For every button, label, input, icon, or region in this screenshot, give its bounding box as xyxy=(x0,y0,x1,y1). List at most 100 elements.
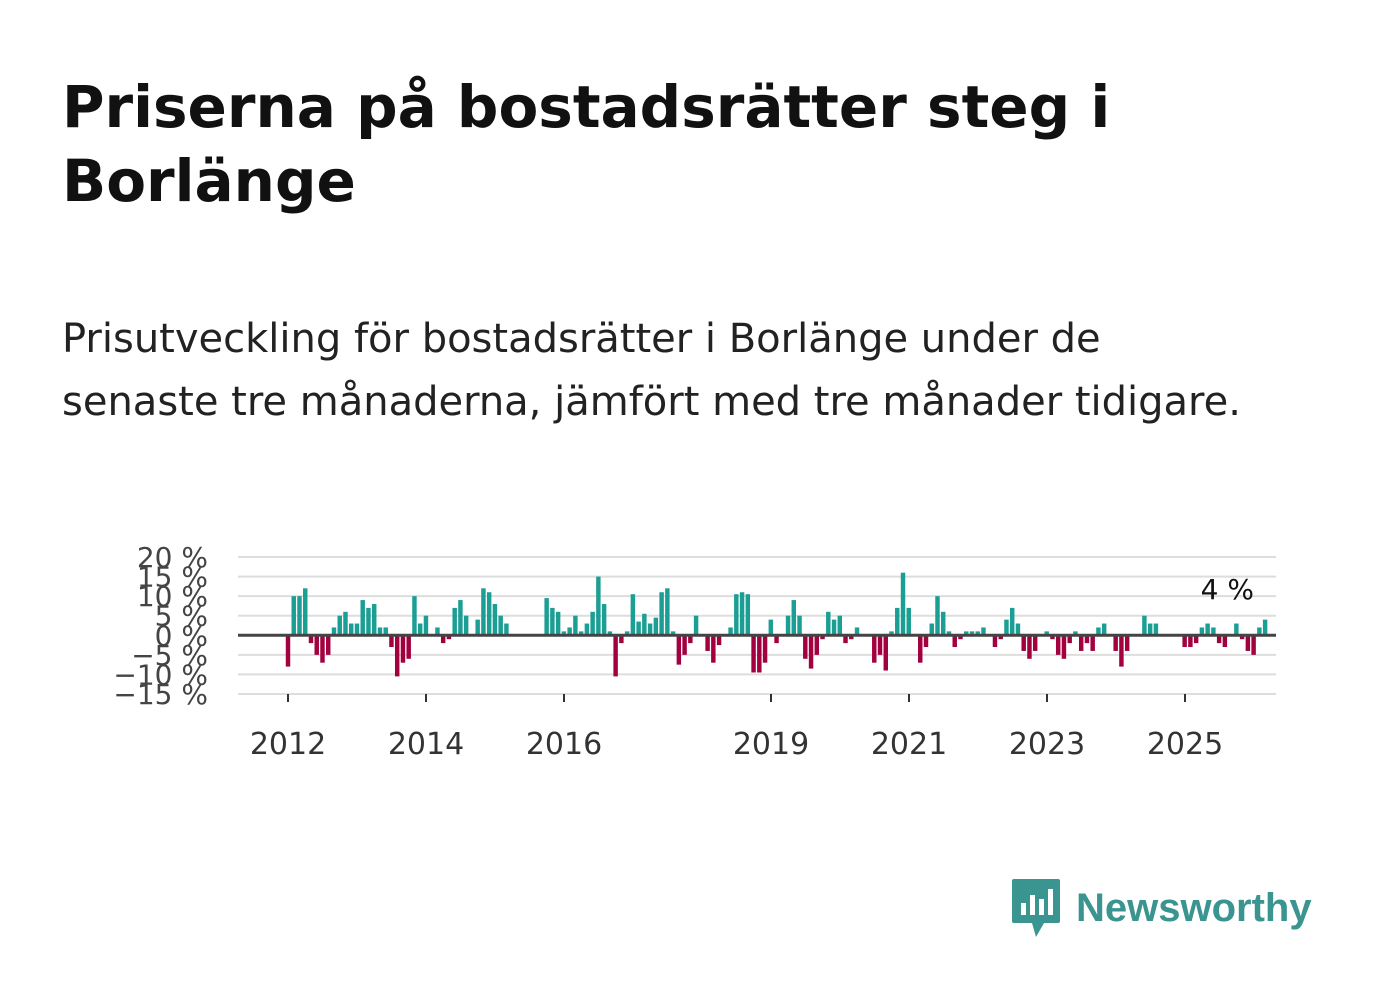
bar xyxy=(843,635,848,644)
bar xyxy=(1090,635,1095,651)
bar xyxy=(1101,623,1107,636)
bar xyxy=(412,596,417,636)
bar xyxy=(1234,623,1239,636)
bar xyxy=(688,635,693,644)
bar xyxy=(820,635,825,640)
bar xyxy=(550,607,555,636)
bar xyxy=(969,631,975,636)
bar xyxy=(452,607,457,636)
bar xyxy=(1084,635,1090,644)
bar xyxy=(406,635,411,659)
chart-subtitle: Prisutveckling för bostadsrätter i Borlä… xyxy=(62,316,1241,425)
bar xyxy=(854,627,860,636)
x-tick-label: 2016 xyxy=(526,727,602,762)
bar xyxy=(762,635,768,663)
bar xyxy=(440,635,446,644)
bar xyxy=(992,635,998,648)
bar xyxy=(665,588,670,636)
bar xyxy=(394,635,400,677)
bar xyxy=(711,635,716,663)
bar xyxy=(1222,635,1228,648)
bar xyxy=(291,596,296,636)
bar xyxy=(716,635,722,646)
bar xyxy=(613,635,618,677)
bar xyxy=(446,635,452,640)
bar xyxy=(326,635,331,655)
bar xyxy=(774,635,779,644)
bar xyxy=(354,623,360,636)
x-tick-label: 2012 xyxy=(250,727,326,762)
bar xyxy=(1153,623,1159,636)
bar xyxy=(619,635,624,644)
x-tick-label: 2023 xyxy=(1009,727,1085,762)
x-tick-label: 2021 xyxy=(871,727,947,762)
bar xyxy=(975,631,980,636)
y-tick-label: −10 % xyxy=(113,658,208,691)
bar xyxy=(596,576,601,636)
bar xyxy=(682,635,687,655)
y-tick-label: −15 % xyxy=(113,678,208,711)
x-tick-label: 2019 xyxy=(733,727,809,762)
bar xyxy=(1188,635,1193,648)
bar xyxy=(958,635,963,640)
y-axis-labels: −15 %−10 %−5 %0 %5 %10 %15 %20 % xyxy=(113,541,208,711)
y-tick-label: 0 % xyxy=(155,619,208,652)
bar xyxy=(647,623,653,636)
bar xyxy=(297,596,302,636)
bar xyxy=(642,613,647,636)
bar xyxy=(1147,623,1153,636)
bar xyxy=(492,603,498,636)
bar xyxy=(1021,635,1026,651)
bar xyxy=(463,615,469,636)
bar xyxy=(1211,627,1216,636)
bar xyxy=(561,631,567,636)
bar xyxy=(486,592,492,636)
last-value-label: 4 % xyxy=(1201,573,1254,606)
bar xyxy=(423,615,429,636)
bar xyxy=(377,627,383,636)
bar xyxy=(670,631,676,636)
bar xyxy=(768,619,774,636)
bar xyxy=(1257,627,1262,636)
bar xyxy=(573,615,578,636)
bar xyxy=(607,631,613,636)
bar xyxy=(567,627,572,636)
bar xyxy=(831,619,837,636)
bar xyxy=(964,631,969,636)
bar xyxy=(371,603,377,636)
bar xyxy=(791,600,797,636)
bar xyxy=(1078,635,1084,651)
bar xyxy=(1205,623,1210,636)
bar xyxy=(837,615,843,636)
grid-lines xyxy=(238,556,1276,695)
bar xyxy=(314,635,319,655)
bar xyxy=(1050,635,1055,640)
bar xyxy=(1067,635,1072,644)
bar xyxy=(803,635,808,659)
bar xyxy=(693,615,699,636)
bar xyxy=(504,623,509,636)
bar xyxy=(636,621,641,636)
bar xyxy=(998,635,1003,640)
bar xyxy=(1055,635,1061,655)
bar xyxy=(498,615,503,636)
bar xyxy=(630,594,636,636)
bar xyxy=(1239,635,1245,640)
bar xyxy=(458,600,463,636)
bar xyxy=(849,635,854,640)
bar xyxy=(935,596,940,636)
bar xyxy=(544,598,549,636)
bar xyxy=(1009,607,1015,636)
bar xyxy=(918,635,923,663)
bar xyxy=(734,594,739,636)
y-tick-label: 15 % xyxy=(137,561,208,594)
bar xyxy=(303,588,308,636)
bar xyxy=(906,607,911,636)
bar xyxy=(349,623,354,636)
bar xyxy=(895,607,900,636)
bar xyxy=(1044,631,1049,636)
y-tick-label: 10 % xyxy=(137,580,208,613)
bar xyxy=(1004,619,1009,636)
bar xyxy=(417,623,423,636)
bar xyxy=(584,623,590,636)
